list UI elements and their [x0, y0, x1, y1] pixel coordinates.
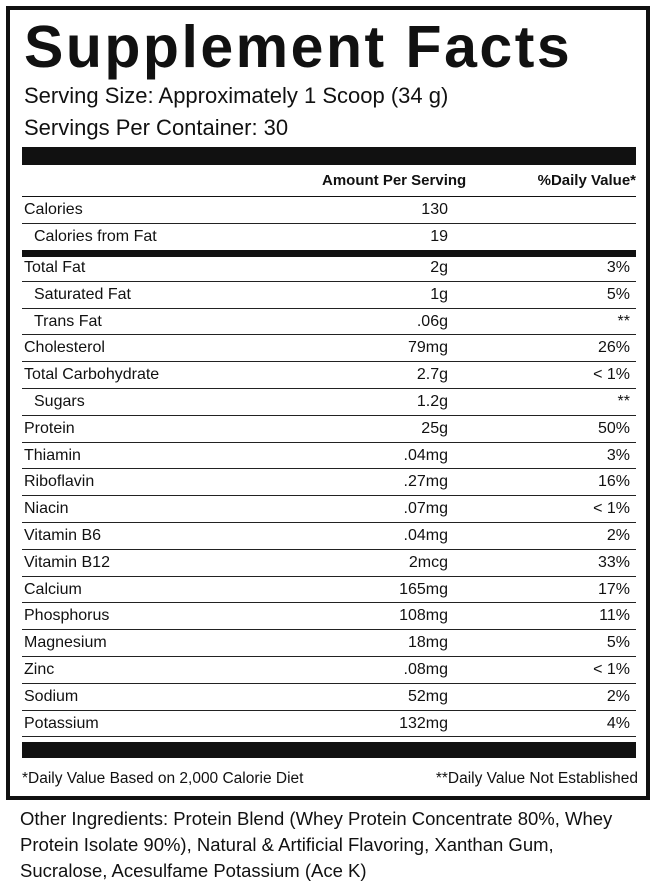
amount: 1.2g [416, 393, 448, 410]
nutrient-name: Zinc [24, 661, 55, 678]
nutrient-row: Calories from Fat 19 [22, 224, 636, 250]
amount: 1g [430, 285, 448, 303]
header-amount: Amount Per Serving [322, 172, 467, 189]
nutrient-name: Calories from Fat [34, 227, 157, 245]
daily-value: 26% [597, 339, 630, 357]
nutrient-row: Sodium 52mg 2% [22, 684, 636, 711]
amount: 2mcg [408, 553, 448, 571]
nutrient-row: Calories 130 [22, 197, 636, 224]
daily-value: 16% [597, 473, 630, 491]
nutrient-name: Calories [24, 201, 83, 218]
nutrient-name: Trans Fat [34, 312, 102, 330]
amount: .08mg [403, 661, 448, 678]
nutrient-name: Vitamin B6 [24, 527, 102, 544]
amount: 130 [421, 201, 448, 218]
nutrient-row: Vitamin B12 2mcg 33% [22, 550, 636, 577]
serving-size: Serving Size: Approximately 1 Scoop (34 … [24, 83, 449, 108]
thick-rule [22, 147, 636, 165]
amount: 108mg [399, 607, 448, 625]
nutrient-name: Niacin [24, 500, 69, 518]
nutrient-name: Potassium [24, 714, 99, 732]
amount: 19 [430, 227, 448, 245]
thick-rule [22, 249, 636, 257]
other-ingredients: Other Ingredients: Protein Blend (Whey P… [20, 808, 613, 881]
daily-value: 3% [606, 259, 630, 276]
nutrient-name: Cholesterol [24, 339, 105, 357]
header-daily-value: %Daily Value* [537, 172, 636, 189]
daily-value: < 1% [593, 500, 630, 518]
daily-value: ** [617, 393, 630, 410]
daily-value: < 1% [593, 366, 630, 384]
nutrient-row: Riboflavin .27mg 16% [22, 469, 636, 497]
daily-value: 5% [606, 634, 630, 652]
amount: .27mg [403, 473, 448, 491]
daily-value: 33% [597, 553, 630, 571]
nutrient-row: Vitamin B6 .04mg 2% [22, 523, 636, 550]
footnote: *Daily Value Based on 2,000 Calorie Diet [22, 770, 304, 787]
daily-value: 3% [606, 446, 630, 464]
nutrient-name: Thiamin [24, 446, 81, 464]
nutrient-name: Total Fat [24, 259, 86, 276]
nutrient-row: Total Fat 2g 3% [22, 255, 636, 282]
amount: 165mg [399, 580, 448, 598]
nutrient-row: Total Carbohydrate 2.7g < 1% [22, 362, 636, 389]
nutrient-row: Protein 25g 50% [22, 416, 636, 443]
nutrient-row: Zinc .08mg < 1% [22, 657, 636, 684]
daily-value: ** [617, 312, 630, 330]
nutrient-row: Trans Fat .06g ** [22, 309, 636, 336]
amount: 18mg [407, 634, 448, 652]
title: Supplement Facts [24, 14, 573, 80]
amount: 2.7g [416, 366, 448, 384]
footnote: **Daily Value Not Established [435, 770, 638, 787]
amount: 52mg [407, 687, 448, 705]
thick-rule [22, 742, 636, 758]
amount: .07mg [403, 500, 448, 518]
nutrient-row: Phosphorus 108mg 11% [22, 603, 636, 631]
nutrient-name: Protein [24, 419, 75, 437]
servings-per-container: Servings Per Container: 30 [24, 115, 289, 140]
amount: 132mg [399, 714, 448, 732]
nutrient-name: Sugars [34, 393, 85, 410]
nutrient-name: Calcium [24, 580, 82, 598]
amount: 25g [421, 419, 448, 437]
daily-value: < 1% [593, 661, 630, 678]
nutrient-name: Phosphorus [24, 607, 110, 625]
daily-value: 2% [606, 527, 630, 544]
nutrient-name: Saturated Fat [34, 285, 131, 303]
facts-panel: Supplement Facts Serving Size: Approxima… [6, 6, 650, 800]
amount: .04mg [403, 527, 448, 544]
daily-value: 2% [606, 687, 630, 705]
daily-value: 11% [599, 607, 630, 625]
nutrient-name: Sodium [24, 687, 79, 705]
daily-value: 17% [597, 580, 630, 598]
nutrient-name: Magnesium [24, 634, 107, 652]
nutrient-row: Magnesium 18mg 5% [22, 630, 636, 657]
amount: .06g [416, 312, 448, 330]
nutrient-row: Saturated Fat 1g 5% [22, 282, 636, 309]
nutrient-name: Vitamin B12 [24, 553, 110, 571]
nutrient-row: Cholesterol 79mg 26% [22, 335, 636, 363]
nutrient-row: Potassium 132mg 4% [22, 711, 636, 738]
daily-value: 5% [606, 285, 630, 303]
table-header: Amount Per Serving %Daily Value* [22, 165, 636, 197]
nutrient-row: Thiamin .04mg 3% [22, 443, 636, 470]
nutrient-name: Riboflavin [24, 473, 95, 491]
nutrient-row: Calcium 165mg 17% [22, 577, 636, 604]
amount: .04mg [403, 446, 448, 464]
nutrient-name: Total Carbohydrate [24, 366, 160, 384]
amount: 79mg [407, 339, 448, 357]
amount: 2g [430, 259, 448, 276]
daily-value: 4% [606, 714, 630, 732]
daily-value: 50% [597, 419, 630, 437]
nutrient-row: Niacin .07mg < 1% [22, 496, 636, 523]
nutrient-row: Sugars 1.2g ** [22, 389, 636, 416]
